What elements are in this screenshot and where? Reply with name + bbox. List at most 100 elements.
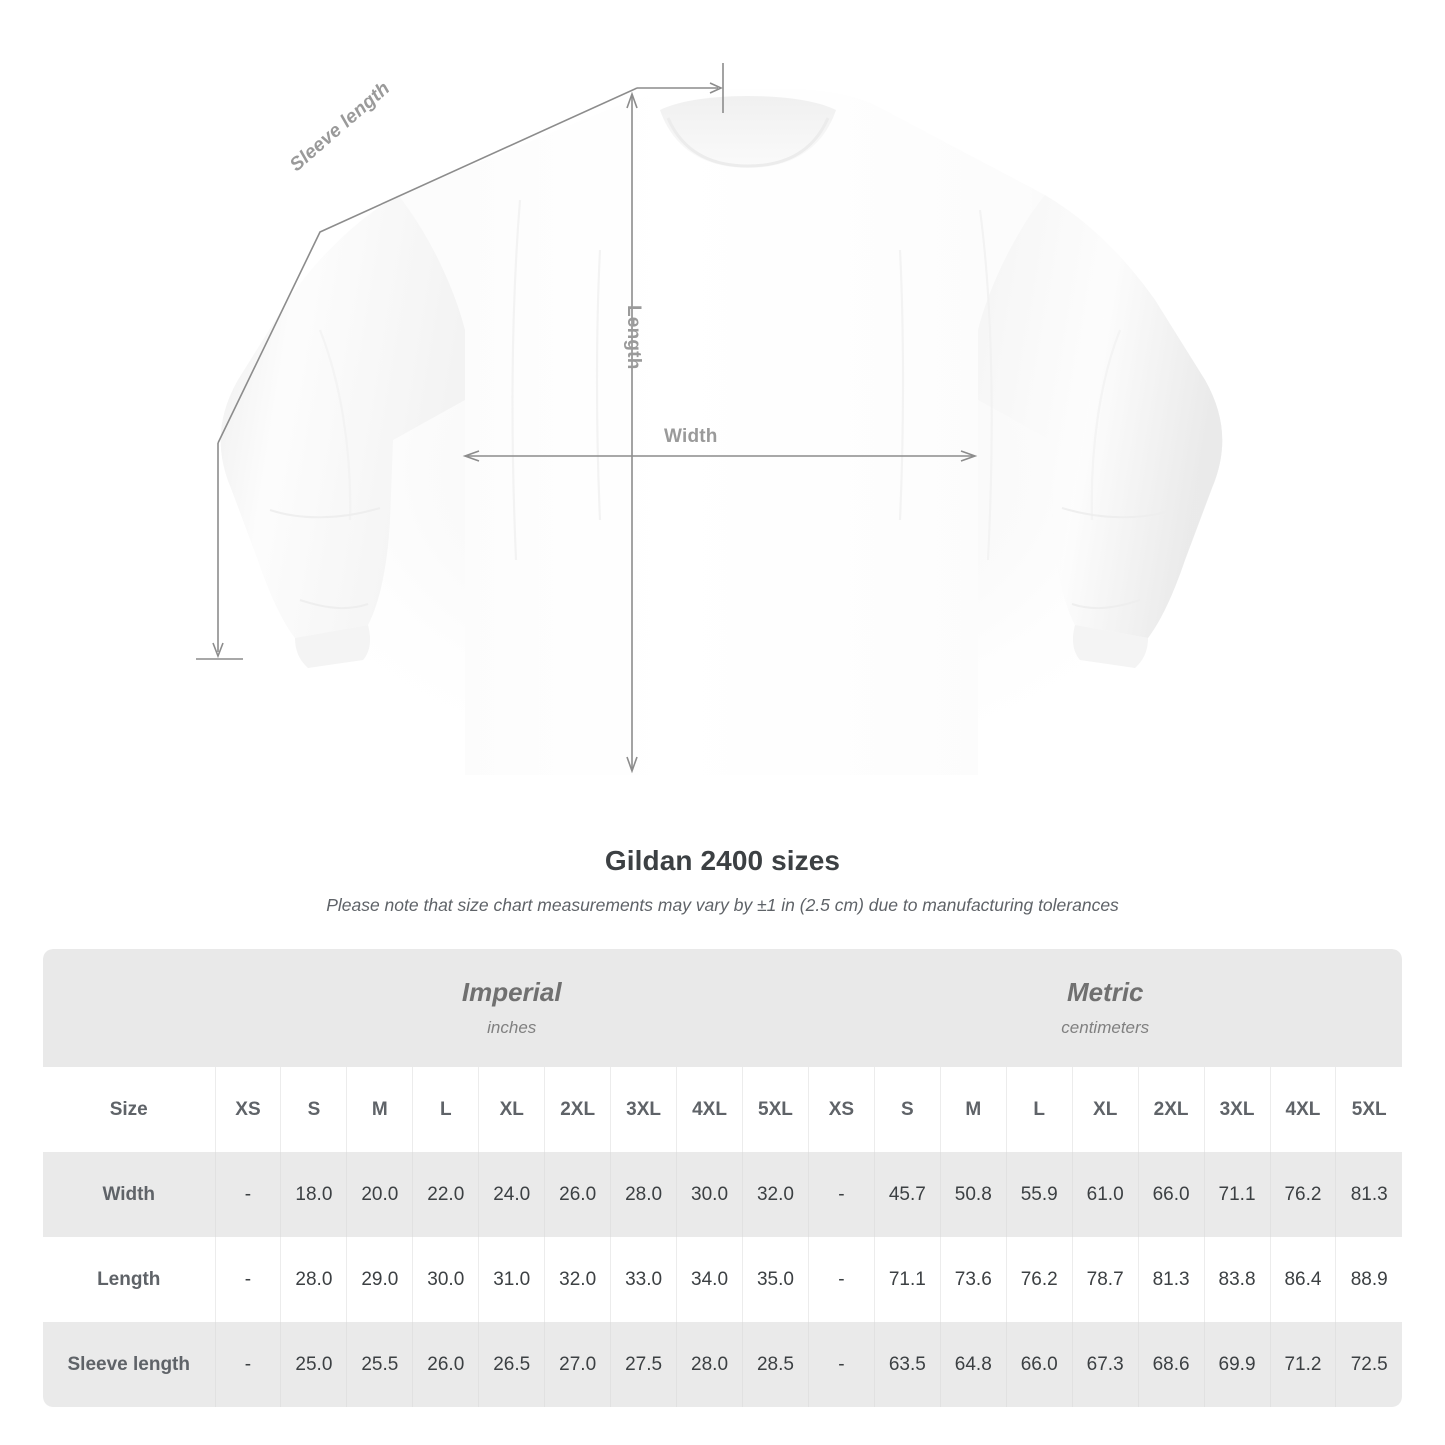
collar bbox=[660, 96, 836, 168]
length-dimension bbox=[626, 91, 638, 774]
cell-imperial: 35.0 bbox=[742, 1237, 809, 1322]
table-row: Length -28.0 29.0 30.0 31.0 32.0 33.0 34.0 35.0-… bbox=[43, 1237, 1403, 1322]
cell-imperial: 20.0 bbox=[346, 1152, 413, 1237]
unit-group-row: Imperial inches Metric centimeters bbox=[43, 949, 1403, 1067]
cell-imperial: - bbox=[214, 1322, 281, 1407]
size-chart-table-wrapper: Imperial inches Metric centimeters Size XS S M L… bbox=[43, 949, 1403, 1407]
length-label: Length bbox=[623, 305, 644, 370]
cell-metric: - bbox=[807, 1237, 875, 1322]
cell-imperial: - bbox=[214, 1237, 281, 1322]
size-header-imperial-3xl: 3XL bbox=[610, 1067, 677, 1152]
cell-imperial: 28.5 bbox=[742, 1322, 809, 1407]
cell-metric: 66.0 bbox=[1137, 1152, 1205, 1237]
cell-metric: 63.5 bbox=[873, 1322, 941, 1407]
table-row: Sleeve length -25.0 25.5 26.0 26.5 27.0 27.5 28… bbox=[43, 1322, 1403, 1407]
width-dimension bbox=[462, 450, 978, 462]
sleeve-length-dimension bbox=[196, 63, 724, 660]
cell-imperial: 30.0 bbox=[676, 1152, 743, 1237]
cell-imperial: 29.0 bbox=[346, 1237, 413, 1322]
cell-metric: 67.3 bbox=[1071, 1322, 1139, 1407]
cell-imperial: 28.0 bbox=[280, 1237, 347, 1322]
fabric-folds bbox=[318, 199, 1122, 561]
unit-group-imperial: Imperial inches bbox=[215, 949, 809, 1067]
tolerance-note: Please note that size chart measurements… bbox=[326, 895, 1119, 915]
title-block: Gildan 2400 sizes Please note that size … bbox=[0, 845, 1445, 916]
cell-metric: 68.6 bbox=[1137, 1322, 1205, 1407]
shirt-body bbox=[220, 89, 1223, 775]
right-cuff bbox=[1072, 625, 1148, 668]
cell-imperial: 32.0 bbox=[544, 1237, 611, 1322]
row-label-sleeve-length: Sleeve length bbox=[43, 1322, 215, 1407]
cell-imperial: 26.0 bbox=[544, 1152, 611, 1237]
unit-row-spacer bbox=[43, 949, 215, 1067]
cell-imperial: - bbox=[214, 1152, 281, 1237]
cell-metric: 73.6 bbox=[939, 1237, 1007, 1322]
cell-imperial: 31.0 bbox=[478, 1237, 545, 1322]
size-header-metric-3xl: 3XL bbox=[1203, 1067, 1271, 1152]
cell-metric: 78.7 bbox=[1071, 1237, 1139, 1322]
row-label-length: Length bbox=[43, 1237, 215, 1322]
cell-imperial: 30.0 bbox=[412, 1237, 479, 1322]
cell-imperial: 34.0 bbox=[676, 1237, 743, 1322]
cell-metric: 76.2 bbox=[1269, 1152, 1336, 1237]
cell-metric: - bbox=[807, 1322, 875, 1407]
size-header-metric-4xl: 4XL bbox=[1269, 1067, 1336, 1152]
size-header-imperial-4xl: 4XL bbox=[676, 1067, 743, 1152]
size-header-metric-xs: XS bbox=[807, 1067, 875, 1152]
cell-imperial: 27.0 bbox=[544, 1322, 611, 1407]
cell-metric: 69.9 bbox=[1203, 1322, 1271, 1407]
cell-metric: 71.2 bbox=[1269, 1322, 1336, 1407]
unit-group-subtitle: inches bbox=[487, 1017, 537, 1037]
cell-imperial: 27.5 bbox=[610, 1322, 677, 1407]
cell-metric: 83.8 bbox=[1203, 1237, 1271, 1322]
size-header-imperial-2xl: 2XL bbox=[544, 1067, 611, 1152]
cell-metric: 72.5 bbox=[1335, 1322, 1403, 1407]
size-header-imperial-xl: XL bbox=[478, 1067, 545, 1152]
cell-metric: 81.3 bbox=[1137, 1237, 1205, 1322]
cell-metric: 64.8 bbox=[939, 1322, 1007, 1407]
cell-imperial: 25.5 bbox=[346, 1322, 413, 1407]
collar-seam bbox=[666, 117, 830, 168]
cell-metric: 71.1 bbox=[1203, 1152, 1271, 1237]
cell-metric: 50.8 bbox=[939, 1152, 1007, 1237]
size-header-imperial-s: S bbox=[280, 1067, 347, 1152]
size-chart-table: Imperial inches Metric centimeters Size XS S M L… bbox=[43, 949, 1403, 1407]
size-header-metric-xl: XL bbox=[1071, 1067, 1139, 1152]
size-header-label: Size bbox=[43, 1067, 215, 1152]
width-label: Width bbox=[664, 426, 718, 447]
page-title: Gildan 2400 sizes bbox=[604, 845, 841, 876]
cell-metric: 45.7 bbox=[873, 1152, 941, 1237]
cell-metric: 86.4 bbox=[1269, 1237, 1336, 1322]
dimension-lines bbox=[196, 63, 978, 774]
table-row: Width -18.0 20.0 22.0 24.0 26.0 28.0 30.0 32.0-4… bbox=[43, 1152, 1403, 1237]
cell-imperial: 24.0 bbox=[478, 1152, 545, 1237]
garment-illustration: Sleeve length Length Width bbox=[196, 63, 1250, 800]
size-header-metric-5xl: 5XL bbox=[1335, 1067, 1403, 1152]
size-header-metric-2xl: 2XL bbox=[1137, 1067, 1205, 1152]
size-header-imperial-xs: XS bbox=[214, 1067, 281, 1152]
unit-group-subtitle: centimeters bbox=[1061, 1017, 1150, 1037]
left-cuff bbox=[295, 625, 371, 668]
cell-imperial: 22.0 bbox=[412, 1152, 479, 1237]
cell-metric: 71.1 bbox=[873, 1237, 941, 1322]
cell-imperial: 28.0 bbox=[610, 1152, 677, 1237]
unit-group-metric: Metric centimeters bbox=[808, 949, 1403, 1067]
size-header-metric-l: L bbox=[1005, 1067, 1073, 1152]
row-label-width: Width bbox=[43, 1152, 215, 1237]
unit-group-name: Imperial bbox=[461, 977, 562, 1008]
size-header-metric-m: M bbox=[939, 1067, 1007, 1152]
size-header-row: Size XS S M L XL 2XL 3XL 4XL 5XL XS S M L XL 2XL 3XL 4XL 5… bbox=[43, 1067, 1403, 1152]
cell-metric: 76.2 bbox=[1005, 1237, 1073, 1322]
cell-imperial: 26.5 bbox=[478, 1322, 545, 1407]
cell-metric: - bbox=[807, 1152, 875, 1237]
cell-imperial: 26.0 bbox=[412, 1322, 479, 1407]
cell-metric: 55.9 bbox=[1005, 1152, 1073, 1237]
cell-metric: 88.9 bbox=[1335, 1237, 1403, 1322]
size-header-imperial-m: M bbox=[346, 1067, 413, 1152]
cell-imperial: 33.0 bbox=[610, 1237, 677, 1322]
size-header-imperial-5xl: 5XL bbox=[742, 1067, 809, 1152]
cell-metric: 81.3 bbox=[1335, 1152, 1403, 1237]
size-header-imperial-l: L bbox=[412, 1067, 479, 1152]
unit-group-name: Metric bbox=[1066, 977, 1144, 1008]
cell-imperial: 25.0 bbox=[280, 1322, 347, 1407]
